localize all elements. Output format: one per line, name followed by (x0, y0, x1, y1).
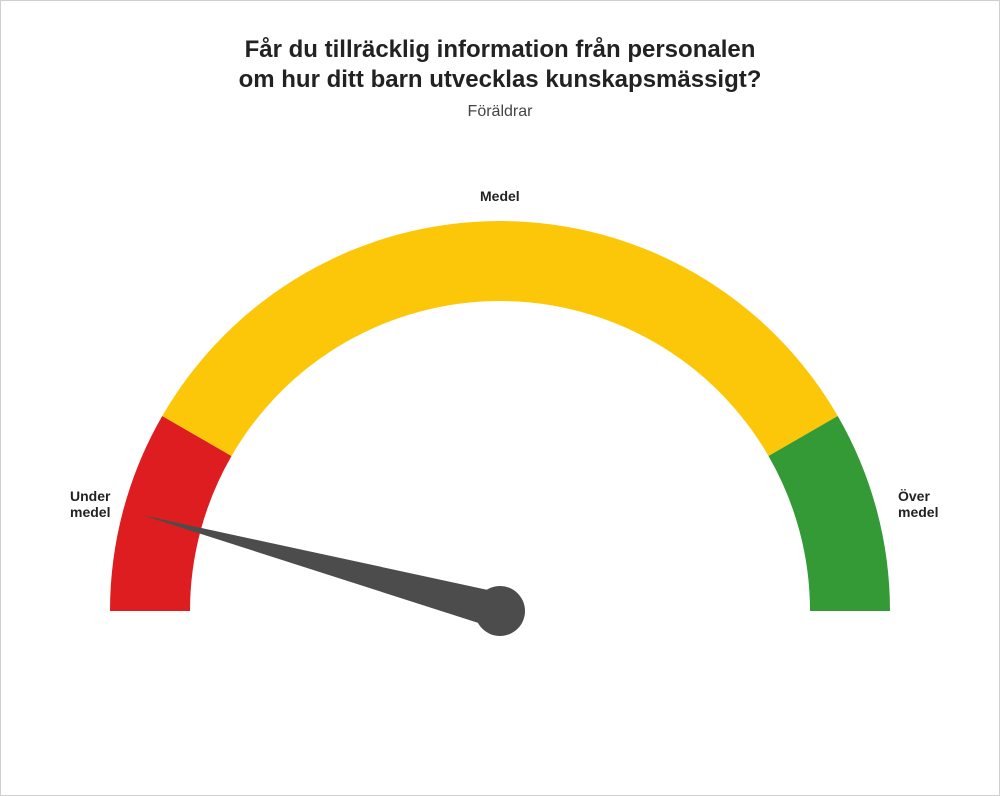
gauge-chart: Undermedel Medel Övermedel (1, 151, 999, 711)
gauge-segment-1 (162, 221, 837, 456)
gauge-label-left: Undermedel (70, 488, 111, 520)
gauge-label-right: Övermedel (898, 488, 938, 520)
gauge-svg: Undermedel Medel Övermedel (50, 151, 950, 711)
title-line-2: om hur ditt barn utvecklas kunskapsmässi… (239, 66, 762, 93)
gauge-label-top: Medel (480, 188, 520, 204)
gauge-needle (143, 515, 505, 628)
chart-subtitle: Föräldrar (1, 103, 999, 121)
gauge-pivot (475, 586, 525, 636)
chart-frame: Får du tillräcklig information från pers… (0, 0, 1000, 796)
chart-title: Får du tillräcklig information från pers… (1, 35, 999, 95)
title-line-1: Får du tillräcklig information från pers… (245, 36, 756, 63)
